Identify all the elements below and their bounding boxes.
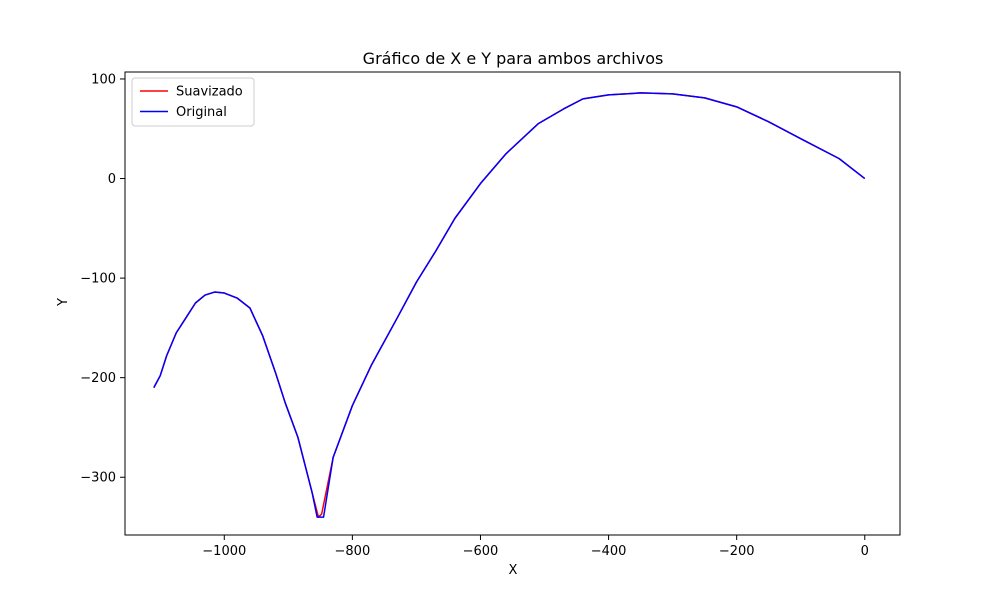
y-tick-label: 100 bbox=[91, 72, 116, 87]
legend-box bbox=[131, 77, 255, 127]
x-tick-label: −1000 bbox=[202, 544, 246, 559]
x-tick-label: −400 bbox=[591, 544, 627, 559]
x-axis: −1000 −800 −600 −400 −200 0 bbox=[202, 535, 869, 559]
y-tick-label: −200 bbox=[80, 371, 116, 386]
y-axis-label: Y bbox=[56, 298, 71, 307]
x-tick-label: −200 bbox=[719, 544, 755, 559]
legend: Suavizado Original bbox=[131, 77, 255, 127]
y-axis: 100 0 −100 −200 −300 bbox=[80, 72, 125, 486]
x-tick-label: 0 bbox=[861, 544, 869, 559]
x-axis-label: X bbox=[509, 563, 518, 578]
axes-frame bbox=[124, 71, 901, 536]
y-tick-label: 0 bbox=[108, 172, 116, 187]
series-line-original bbox=[153, 92, 866, 518]
legend-label-original: Original bbox=[176, 105, 227, 120]
y-tick-label: −300 bbox=[80, 471, 116, 486]
x-tick-label: −600 bbox=[463, 544, 499, 559]
chart-title: Gráfico de X e Y para ambos archivos bbox=[363, 49, 664, 68]
y-tick-label: −100 bbox=[80, 272, 116, 287]
x-tick-label: −800 bbox=[335, 544, 371, 559]
legend-label-suavizado: Suavizado bbox=[176, 85, 243, 100]
plot-area bbox=[124, 71, 901, 536]
